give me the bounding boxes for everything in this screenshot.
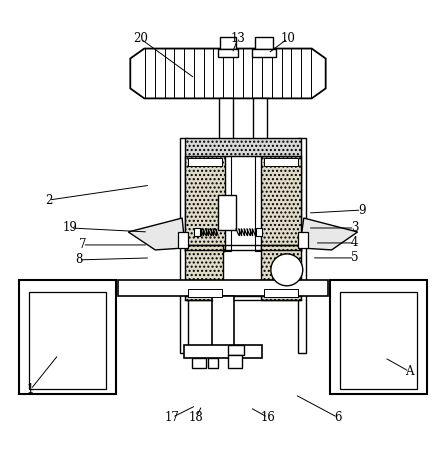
Text: 10: 10 [281, 32, 295, 45]
Bar [118, 280, 328, 296]
Text: 1: 1 [27, 383, 34, 396]
Bar [19, 280, 116, 395]
Text: 6: 6 [334, 411, 341, 424]
Bar [184, 345, 262, 358]
Bar [264, 158, 298, 166]
Bar [261, 245, 301, 300]
Bar [221, 156, 231, 251]
Bar [185, 138, 301, 156]
Bar [298, 232, 308, 248]
Bar [255, 156, 265, 251]
Polygon shape [128, 218, 185, 250]
Bar [261, 156, 301, 251]
Text: 19: 19 [63, 221, 78, 234]
Text: 3: 3 [351, 221, 358, 234]
Text: 8: 8 [75, 253, 82, 266]
Text: 17: 17 [165, 411, 180, 424]
Bar [194, 228, 200, 236]
Text: 5: 5 [351, 252, 358, 265]
Bar [261, 156, 301, 251]
Bar [188, 289, 222, 297]
Bar [208, 358, 218, 368]
Bar [256, 228, 262, 236]
Bar [330, 280, 427, 395]
Circle shape [271, 254, 303, 286]
Text: 18: 18 [189, 411, 203, 424]
Text: 4: 4 [351, 236, 358, 249]
Text: 16: 16 [260, 411, 275, 424]
Polygon shape [130, 49, 326, 99]
Bar [298, 138, 306, 353]
Bar [218, 195, 236, 230]
Bar [188, 158, 222, 166]
Bar [340, 292, 417, 390]
Text: 13: 13 [231, 32, 245, 45]
Bar [180, 138, 188, 353]
Bar [252, 49, 276, 57]
Bar [218, 49, 238, 57]
Bar [29, 292, 106, 390]
Polygon shape [300, 218, 358, 250]
Bar [185, 156, 225, 251]
Text: 20: 20 [133, 32, 148, 45]
Text: A: A [405, 365, 414, 378]
Bar [185, 156, 225, 251]
Bar [253, 99, 267, 143]
Bar [264, 289, 298, 297]
Bar [212, 296, 234, 346]
Bar [220, 36, 236, 49]
Bar [178, 232, 188, 248]
Bar [228, 345, 244, 355]
Bar [192, 358, 206, 368]
Bar [228, 355, 242, 368]
Text: 9: 9 [358, 203, 365, 216]
Text: 7: 7 [78, 238, 86, 252]
Text: 2: 2 [45, 194, 52, 207]
Bar [219, 99, 233, 143]
Bar [185, 245, 223, 300]
Bar [255, 36, 273, 49]
